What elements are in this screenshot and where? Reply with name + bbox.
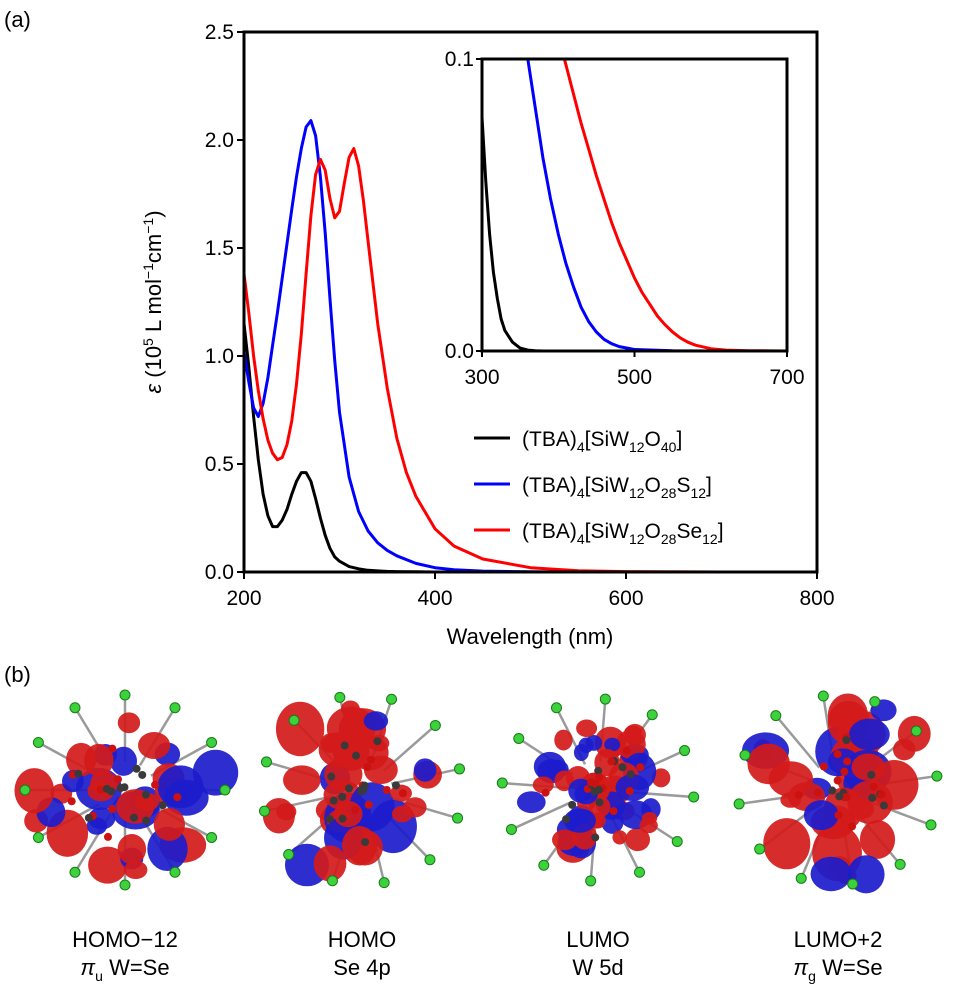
inset-chart: 300 500 700 0.0 0.1 [445,48,805,389]
y-axis-mid2: cm [141,234,166,263]
y-tick-label: 2.5 [205,21,234,44]
main-y-ticks: 0.0 0.5 1.0 1.5 2.0 2.5 [205,21,244,584]
y-tick-label: 2.0 [205,129,234,152]
inset-x-tick-label: 700 [769,366,804,389]
y-axis-exp3: −1 [140,218,156,234]
inset-plot-frame [480,57,789,353]
inset-x-tick-label: 300 [464,366,499,389]
legend: (TBA)4[SiW12O40] (TBA)4[SiW12O28S12] (TBA)… [474,428,724,547]
orbital-caption-title-3: LUMO+2 [794,927,883,952]
y-axis-exp1: 5 [140,338,156,346]
inset-series-line-2 [562,58,788,353]
orbital-caption-title-1: HOMO [328,927,396,952]
inset-y-ticks: 0.0 0.1 [445,48,482,363]
y-axis-open: (10 [141,346,166,384]
orbital-caption-sub-3: πg W=Se [793,955,882,984]
orbital-caption-sub-0: πu W=Se [80,955,169,984]
series-line-2 [242,147,817,574]
y-tick-label: 1.5 [205,237,234,260]
orbital-image-1 [258,691,466,889]
x-tick-label: 400 [417,587,452,610]
orbital-image-2 [496,693,700,887]
inset-series-line-0 [480,117,787,353]
orbital-image-0 [14,689,239,891]
legend-label-0: (TBA)4[SiW12O40] [522,428,682,455]
inset-x-tick-label: 500 [617,366,652,389]
panel-label-b: (b) [4,662,31,687]
y-tick-label: 0.5 [205,453,234,476]
inset-x-ticks: 300 500 700 [464,351,805,389]
x-axis-title: Wavelength (nm) [447,624,614,649]
inset-series-group [480,58,788,353]
orbital-caption-sub-1: Se 4p [333,955,391,980]
orbital-caption-title-2: LUMO [566,927,630,952]
main-x-ticks: 200 400 600 800 [226,572,835,610]
y-axis-mid: L mol [141,279,166,338]
inset-series-line-1 [526,58,787,353]
main-plot-frame [242,30,819,574]
orbital-images [14,689,943,894]
inset-y-tick-label: 0.0 [445,340,474,363]
inset-y-tick-label: 0.1 [445,48,474,71]
y-axis-close: ) [141,210,166,217]
orbital-caption-sub-2: W 5d [572,955,623,980]
x-tick-label: 800 [799,587,834,610]
y-axis-title: ε (105 L mol−1cm−1) [140,210,166,393]
y-tick-label: 0.0 [205,561,234,584]
legend-label-1: (TBA)4[SiW12O28S12] [522,474,712,501]
absorption-spectrum-chart: 200 400 600 800 0.0 0.5 1.0 1.5 2.0 2.5 Waveleng… [140,21,835,649]
y-tick-label: 1.0 [205,345,234,368]
orbital-image-3 [733,690,943,894]
orbital-caption-title-0: HOMO−12 [72,927,178,952]
main-series-group [242,119,817,574]
orbital-captions: HOMO−12 πu W=Se HOMO Se 4p LUMO W 5d LUMO+2 πg … [72,927,882,984]
y-axis-symbol: ε [141,384,166,394]
series-line-1 [242,119,817,574]
panel-label-a: (a) [4,7,31,32]
x-tick-label: 200 [226,587,261,610]
y-axis-exp2: −1 [140,263,156,279]
legend-label-2: (TBA)4[SiW12O28Se12] [522,520,724,547]
x-tick-label: 600 [608,587,643,610]
